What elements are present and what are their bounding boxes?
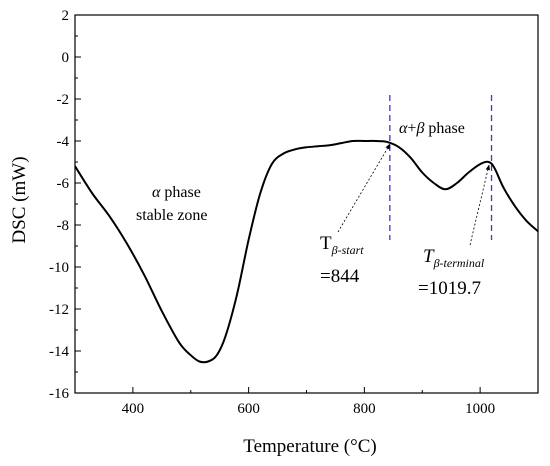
y-tick-label: -16 <box>49 386 69 402</box>
stable-zone-label: stable zone <box>136 207 208 224</box>
t-beta-terminal-value: =1019.7 <box>418 278 481 299</box>
alpha-phase-label: α phase <box>152 184 201 201</box>
x-tick-label: 800 <box>353 401 376 417</box>
x-tick-label: 600 <box>237 401 260 417</box>
phase-markers <box>389 95 493 240</box>
t-beta-start-arrow <box>337 143 391 233</box>
axes <box>74 14 539 394</box>
t-beta-terminal-label: Tβ-terminal <box>423 246 485 270</box>
ticks: 2 0 -2 -4 -6 -8 -10 -12 -14 -16 400 600 800 1000 <box>49 8 539 417</box>
y-tick-label: -14 <box>49 344 69 360</box>
y-tick-label: -6 <box>57 176 70 192</box>
x-tick-label: 1000 <box>465 401 495 417</box>
alpha-beta-phase-label: α+β phase <box>399 120 465 137</box>
y-tick-label: -2 <box>57 92 70 108</box>
y-tick-label: -8 <box>57 218 70 234</box>
y-tick-label: -10 <box>49 260 69 276</box>
dsc-series-line <box>74 139 539 364</box>
t-beta-terminal-arrow <box>469 164 491 246</box>
x-axis-title: Temperature (°C) <box>243 436 376 457</box>
t-beta-start-label: Tβ-start <box>320 233 364 257</box>
y-tick-label: -4 <box>57 134 70 150</box>
plot-frame <box>74 14 539 394</box>
x-tick-label: 400 <box>122 401 145 417</box>
y-tick-label: 2 <box>62 8 70 24</box>
t-beta-start-value: =844 <box>320 266 360 287</box>
y-axis-title: DSC (mW) <box>9 156 30 243</box>
y-tick-label: -12 <box>49 302 69 318</box>
y-tick-label: 0 <box>62 50 70 66</box>
